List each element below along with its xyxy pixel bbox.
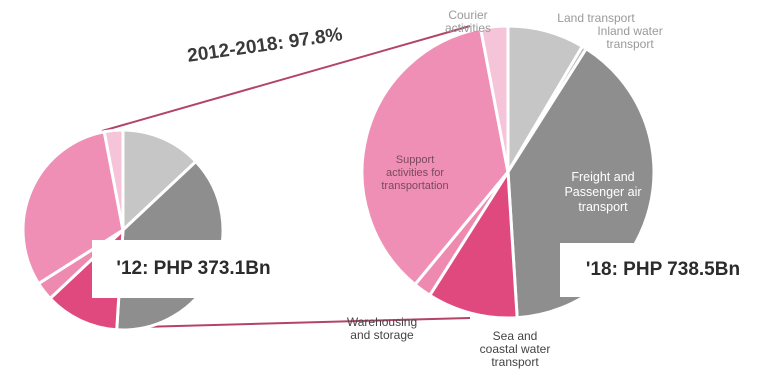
pie-slice-courier-activities [102, 128, 125, 231]
label-support-activities: Support activities for transportation [381, 154, 449, 192]
label-inland-water-transport: Inland water transport [597, 24, 663, 51]
label-courier-activities: Courier activities [444, 8, 491, 35]
connector-line-bottom [101, 317, 471, 329]
total-2012-label: '12: PHP 373.1Bn [92, 240, 295, 298]
pie-slice-land-transport [121, 128, 199, 234]
label-warehousing-storage: Warehousing and storage [346, 315, 418, 342]
label-sea-coastal-water: Sea and coastal water transport [479, 329, 551, 369]
total-2018-label: '18: PHP 738.5Bn [560, 243, 766, 297]
pie-slice-sea-and-coastal-water-transport [427, 167, 519, 320]
pie-2012 [21, 128, 225, 332]
pie-slice-support-activities-for-transportation [360, 26, 510, 287]
connector-line-top [101, 25, 471, 132]
pie-slice-courier-activities [478, 24, 510, 173]
label-land-transport: Land transport [557, 11, 635, 25]
label-freight-passenger-air: Freight and Passenger air transport [564, 170, 642, 214]
